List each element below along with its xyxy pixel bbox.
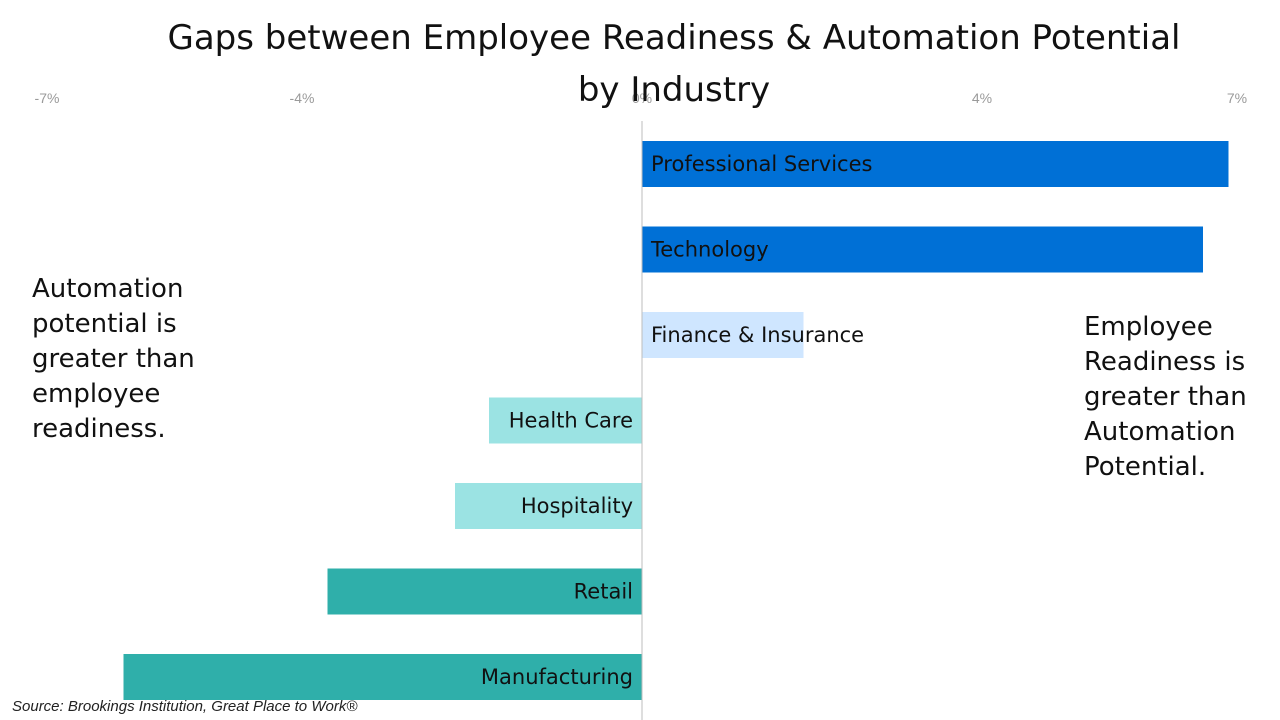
bar-label: Finance & Insurance [651, 323, 864, 347]
x-tick-label: 4% [972, 90, 992, 106]
bar-finance-insurance [642, 312, 804, 358]
bar-technology [642, 226, 1203, 273]
x-tick-label: -7% [35, 90, 60, 106]
chart-title-line-1: Gaps between Employee Readiness & Automa… [167, 18, 1181, 58]
bar-retail [327, 568, 642, 615]
automation-greater-note: Automation potential is greater than emp… [32, 274, 195, 444]
x-tick-label: 7% [1227, 90, 1247, 106]
bars-group: Professional Services Technology Finance &… [123, 141, 1229, 700]
bar-label: Professional Services [651, 152, 872, 176]
readiness-greater-note: Employee Readiness is greater than Autom… [1084, 312, 1247, 482]
bar-hospitality [455, 483, 642, 529]
bar-health-care [489, 397, 642, 444]
chart-title-line-2: by Industry [577, 70, 771, 110]
x-tick-label: -4% [290, 90, 315, 106]
source-note: Source: Brookings Institution, Great Pla… [12, 698, 358, 715]
bar-label: Hospitality [521, 494, 633, 518]
bar-label: Retail [574, 580, 633, 604]
bar-manufacturing [123, 654, 642, 700]
bar-professional-services [642, 141, 1229, 187]
bar-label: Technology [650, 238, 769, 262]
bar-label: Manufacturing [481, 665, 633, 689]
x-axis-ticks: -7% -4% 0% 4% 7% [35, 90, 1248, 106]
x-tick-label: 0% [632, 90, 652, 106]
bar-label: Health Care [509, 409, 633, 433]
